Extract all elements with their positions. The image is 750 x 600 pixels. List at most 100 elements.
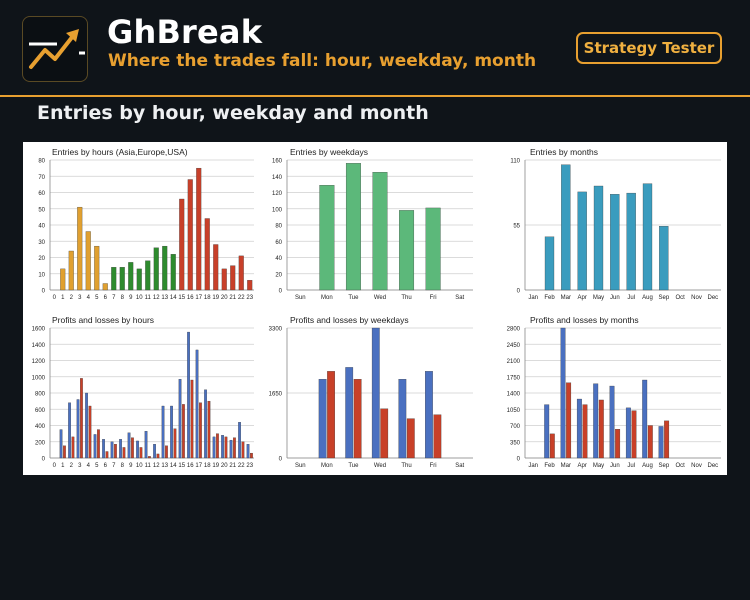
chart-2: Entries by weekdays 0 20 40 60 80 100 120 140 160…	[272, 147, 473, 301]
bar	[60, 268, 66, 291]
y-tick-label: 1750	[507, 375, 521, 381]
loss-bar	[631, 410, 637, 459]
x-tick-label: 19	[212, 463, 219, 469]
x-tick-label: 15	[178, 295, 185, 301]
charts-svg: Entries by hours (Asia,Europe,USA)010203…	[32, 147, 721, 469]
chart-title: Profits and losses by months	[530, 315, 639, 325]
y-tick-label: 700	[510, 424, 521, 430]
logo	[22, 16, 88, 82]
x-tick-label: Aug	[642, 295, 653, 301]
x-tick-label: Aug	[642, 463, 653, 469]
profit-bar	[371, 327, 380, 459]
loss-bar	[148, 456, 151, 459]
x-tick-label: 1	[61, 463, 65, 469]
chart-1: Entries by hours (Asia,Europe,USA)010203…	[38, 147, 254, 301]
profit-bar	[110, 441, 114, 459]
profit-bar	[85, 392, 88, 459]
chart-4: Profits and losses by hours0200400600800…	[32, 315, 254, 469]
section-title: Entries by hour, weekday and month	[37, 102, 429, 124]
profit-bar	[136, 440, 139, 459]
profit-bar	[93, 434, 97, 459]
x-tick-label: 14	[170, 295, 177, 301]
profit-bar	[576, 398, 582, 459]
y-tick-label: 0	[517, 457, 521, 463]
profit-bar	[544, 404, 550, 459]
x-tick-label: Mon	[321, 463, 333, 469]
x-tick-label: Mar	[561, 463, 571, 469]
x-tick-label: Tue	[348, 463, 359, 469]
profit-bar	[119, 439, 122, 459]
loss-bar	[233, 437, 236, 459]
y-tick-label: 55	[513, 224, 520, 230]
x-tick-label: 9	[129, 463, 133, 469]
bar	[196, 167, 202, 291]
profit-bar	[161, 405, 165, 459]
loss-bar	[664, 420, 670, 459]
x-tick-label: 10	[136, 295, 143, 301]
y-tick-label: 10	[38, 272, 45, 278]
loss-bar	[406, 418, 415, 459]
y-tick-label: 0	[42, 289, 46, 295]
bar	[626, 192, 636, 291]
loss-bar	[566, 382, 572, 459]
bar	[111, 267, 117, 291]
x-tick-label: Nov	[691, 463, 702, 469]
profit-bar	[195, 349, 199, 459]
loss-bar	[549, 433, 555, 459]
x-tick-label: 5	[95, 463, 99, 469]
x-tick-label: 19	[212, 295, 219, 301]
bar	[170, 254, 176, 291]
profit-bar	[625, 407, 631, 459]
profit-bar	[68, 402, 71, 459]
x-tick-label: Nov	[691, 295, 702, 301]
x-tick-label: 2	[70, 463, 74, 469]
y-tick-label: 40	[38, 224, 45, 230]
x-tick-label: 13	[161, 295, 168, 301]
profit-bar	[318, 379, 327, 459]
app-header: GhBreak Where the trades fall: hour, wee…	[0, 0, 750, 96]
y-tick-label: 0	[279, 457, 283, 463]
bar	[213, 244, 219, 291]
x-tick-label: 11	[145, 463, 152, 469]
y-tick-label: 100	[272, 207, 283, 213]
x-tick-label: 3	[78, 295, 82, 301]
x-tick-label: Fri	[430, 463, 437, 469]
profit-bar	[187, 331, 190, 459]
y-tick-label: 80	[38, 159, 45, 165]
x-tick-label: 21	[229, 295, 236, 301]
profit-bar	[153, 444, 156, 459]
profit-bar	[204, 389, 207, 459]
y-tick-label: 110	[510, 159, 520, 165]
x-tick-label: 23	[246, 295, 253, 301]
bar	[345, 163, 361, 291]
y-tick-label: 1000	[32, 375, 46, 381]
loss-bar	[71, 436, 75, 459]
profit-bar	[398, 379, 407, 459]
x-tick-label: Jan	[528, 295, 538, 301]
x-tick-label: Wed	[374, 463, 386, 469]
loss-bar	[241, 441, 245, 459]
y-tick-label: 140	[272, 175, 283, 181]
bar	[102, 283, 108, 291]
profit-bar	[560, 327, 566, 459]
x-tick-label: 0	[53, 295, 57, 301]
app-title: GhBreak	[107, 13, 263, 51]
x-tick-label: 10	[136, 463, 143, 469]
y-tick-label: 1400	[507, 392, 521, 398]
loss-bar	[216, 433, 219, 459]
strategy-tester-button[interactable]: Strategy Tester	[576, 32, 722, 64]
y-tick-label: 1600	[32, 327, 46, 333]
x-tick-label: Apr	[577, 295, 586, 301]
y-tick-label: 70	[38, 175, 45, 181]
x-tick-label: 22	[238, 295, 245, 301]
loss-bar	[105, 451, 109, 459]
x-tick-label: Sep	[658, 295, 669, 301]
loss-bar	[353, 379, 362, 459]
y-tick-label: 200	[35, 440, 46, 446]
y-tick-label: 20	[38, 256, 45, 262]
x-tick-label: 16	[187, 463, 194, 469]
bar	[247, 280, 253, 291]
x-tick-label: 6	[104, 295, 108, 301]
profit-bar	[102, 439, 105, 459]
bar	[221, 268, 227, 291]
